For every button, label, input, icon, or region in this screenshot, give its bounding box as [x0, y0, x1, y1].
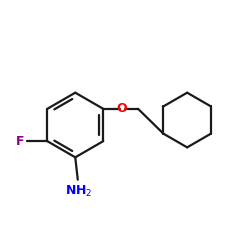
Text: NH$_2$: NH$_2$ [65, 184, 93, 198]
Text: F: F [16, 135, 24, 148]
Text: O: O [116, 102, 127, 115]
